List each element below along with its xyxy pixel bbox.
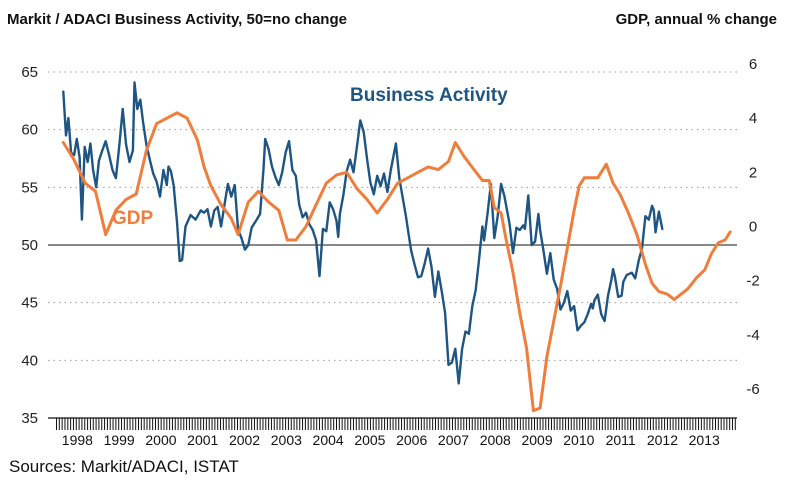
gdp-label: GDP	[112, 208, 154, 229]
x-axis-year-label: 2009	[521, 432, 552, 448]
x-axis-tick-marks	[55, 418, 736, 430]
right-axis-tick-label: -4	[746, 327, 759, 344]
x-axis-year-label: 2002	[229, 432, 260, 448]
left-axis-tick-label: 35	[21, 410, 38, 427]
x-axis-year-label: 2012	[647, 432, 678, 448]
left-axis-tick-label: 65	[21, 64, 38, 81]
sources-note: Sources: Markit/ADACI, ISTAT	[9, 457, 239, 476]
x-axis-year-label: 2001	[187, 432, 218, 448]
x-axis-year-label: 2005	[354, 432, 385, 448]
x-axis-year-label: 1999	[104, 432, 135, 448]
x-axis-year-label: 1998	[62, 432, 93, 448]
business-activity-label: Business Activity	[350, 85, 508, 106]
right-axis-tick-label: 2	[749, 164, 757, 181]
right-axis-tick-label: 0	[749, 219, 757, 236]
x-axis-year-label: 2004	[313, 432, 344, 448]
business-activity-line	[62, 81, 664, 385]
right-axis-tick-label: 4	[749, 110, 757, 127]
x-axis-year-label: 2011	[606, 432, 636, 448]
x-axis-year-label: 2007	[438, 432, 469, 448]
left-axis-tick-label: 60	[21, 122, 38, 139]
right-axis-tick-label: -2	[746, 273, 759, 290]
gdp-line	[61, 111, 732, 413]
right-axis-tick-label: -6	[746, 381, 759, 398]
x-axis-year-label: 2003	[271, 432, 302, 448]
x-axis-year-label: 2008	[480, 432, 511, 448]
left-axis-tick-label: 40	[21, 352, 38, 369]
right-axis-tick-label: 6	[749, 56, 757, 73]
right-axis-title: GDP, annual % change	[615, 11, 777, 28]
left-axis-title: Markit / ADACI Business Activity, 50=no …	[7, 11, 347, 28]
x-axis-year-label: 2000	[145, 432, 176, 448]
left-axis-tick-label: 50	[21, 237, 38, 254]
x-axis-year-label: 2010	[563, 432, 594, 448]
left-axis-tick-label: 45	[21, 295, 38, 312]
x-axis-year-label: 2006	[396, 432, 427, 448]
x-axis-year-label: 2013	[689, 432, 720, 448]
left-axis-tick-label: 55	[21, 179, 38, 196]
